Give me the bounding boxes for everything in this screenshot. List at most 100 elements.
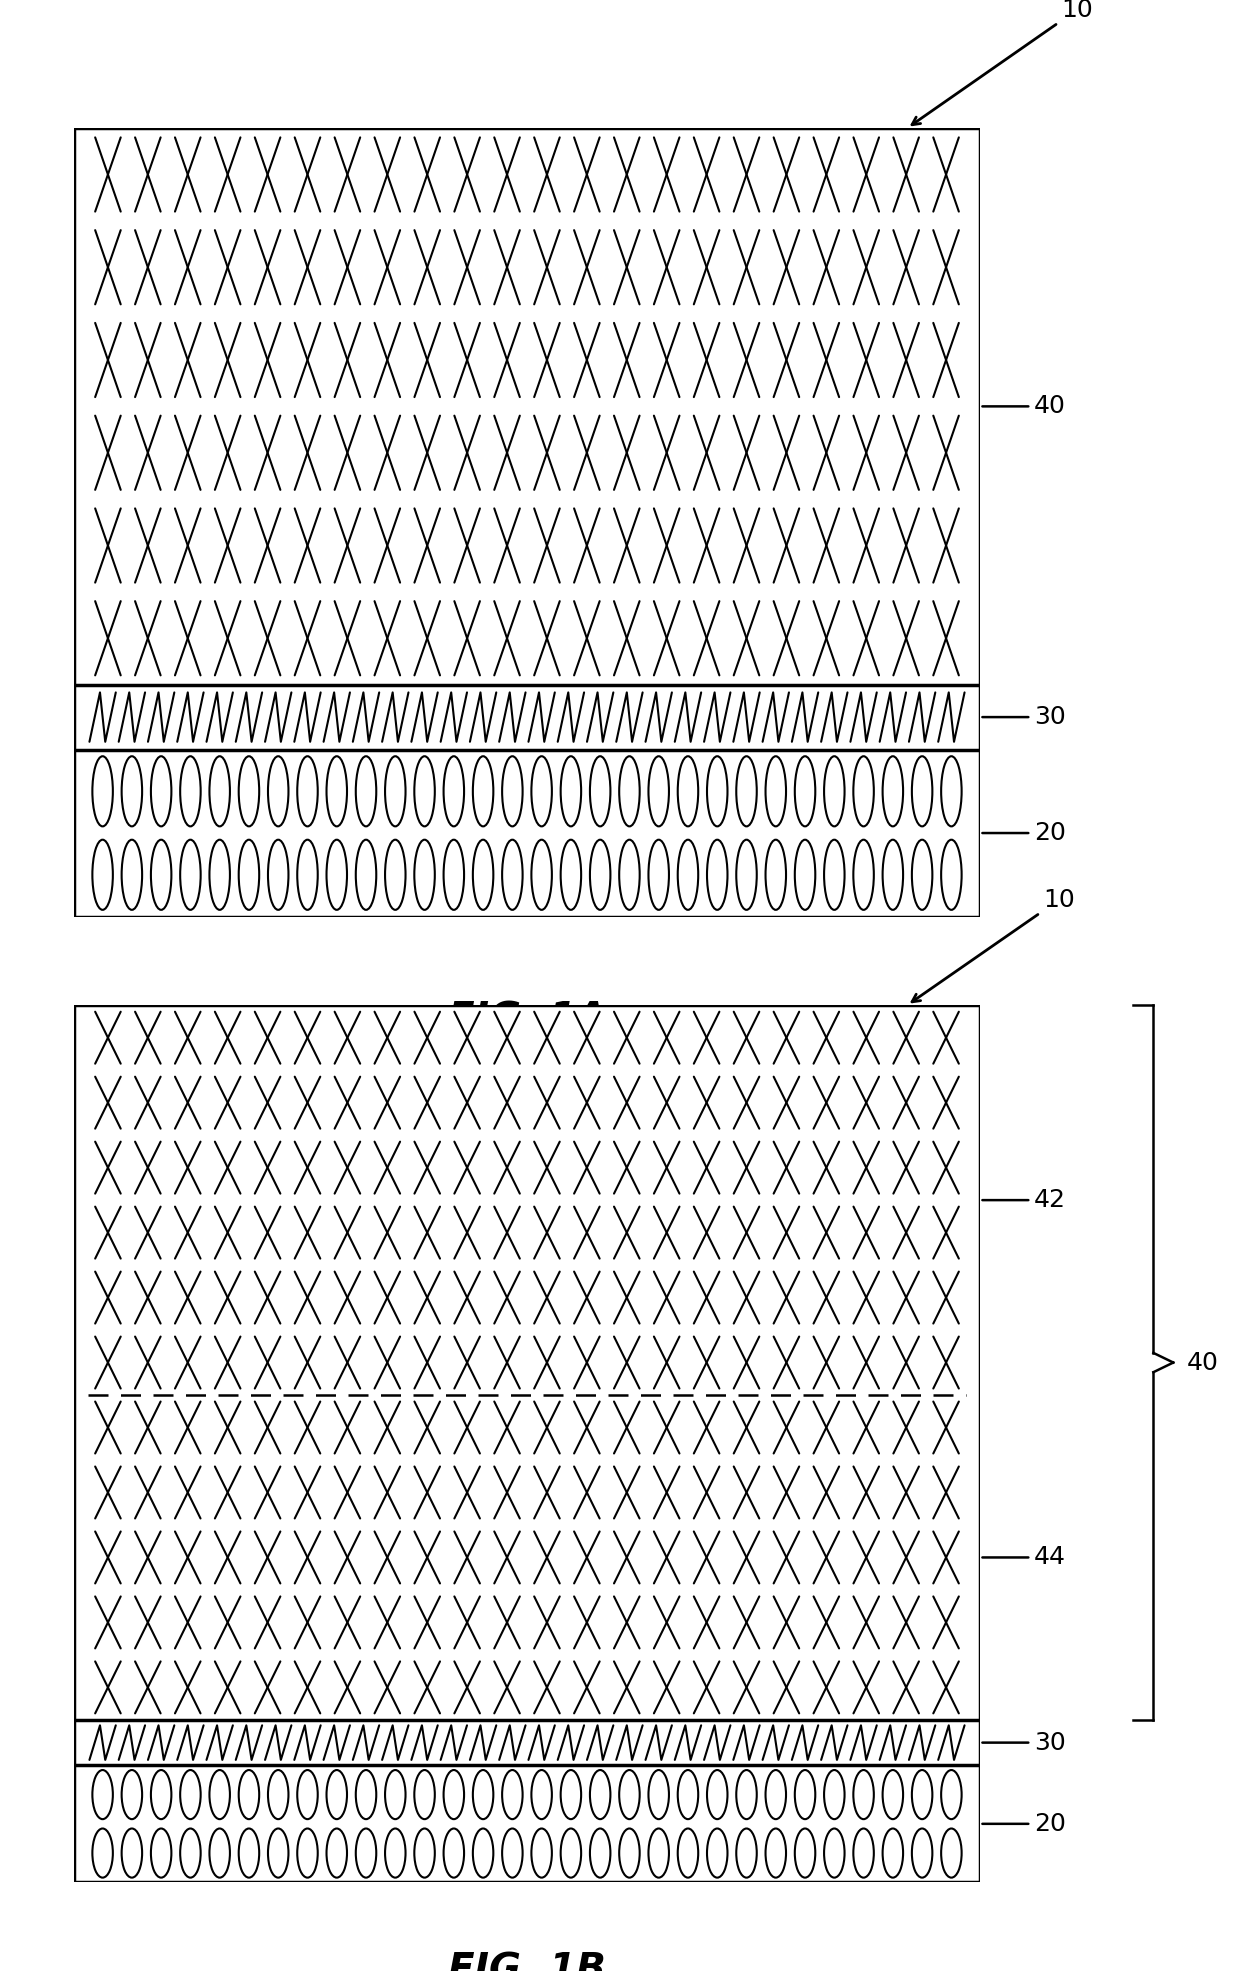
Ellipse shape [532, 1770, 552, 1819]
Ellipse shape [853, 840, 874, 911]
Ellipse shape [180, 840, 201, 911]
Ellipse shape [678, 1829, 698, 1878]
Ellipse shape [414, 840, 435, 911]
Ellipse shape [210, 1770, 229, 1819]
Ellipse shape [911, 1829, 932, 1878]
Ellipse shape [911, 840, 932, 911]
Ellipse shape [619, 757, 640, 826]
Ellipse shape [386, 757, 405, 826]
Ellipse shape [502, 1829, 522, 1878]
Ellipse shape [298, 1770, 317, 1819]
Text: 20: 20 [982, 1811, 1066, 1835]
Ellipse shape [590, 1770, 610, 1819]
Ellipse shape [560, 1770, 582, 1819]
Ellipse shape [180, 1829, 201, 1878]
Ellipse shape [765, 840, 786, 911]
Ellipse shape [853, 1829, 874, 1878]
Ellipse shape [737, 757, 756, 826]
Ellipse shape [678, 757, 698, 826]
Ellipse shape [92, 757, 113, 826]
Ellipse shape [122, 1829, 143, 1878]
Ellipse shape [707, 1829, 728, 1878]
Text: 10: 10 [911, 0, 1092, 124]
Ellipse shape [180, 757, 201, 826]
Text: FIG. 1B: FIG. 1B [448, 1951, 606, 1971]
Ellipse shape [444, 1770, 464, 1819]
Ellipse shape [737, 840, 756, 911]
Ellipse shape [532, 840, 552, 911]
Ellipse shape [239, 1829, 259, 1878]
Ellipse shape [356, 1829, 376, 1878]
Ellipse shape [795, 1829, 815, 1878]
Ellipse shape [414, 1829, 435, 1878]
Ellipse shape [472, 1770, 494, 1819]
Ellipse shape [941, 1770, 962, 1819]
Ellipse shape [649, 840, 668, 911]
Ellipse shape [268, 757, 289, 826]
Ellipse shape [472, 840, 494, 911]
Ellipse shape [122, 757, 143, 826]
Ellipse shape [239, 840, 259, 911]
Ellipse shape [444, 840, 464, 911]
Ellipse shape [268, 1770, 289, 1819]
Ellipse shape [707, 757, 728, 826]
Ellipse shape [298, 840, 317, 911]
Ellipse shape [414, 1770, 435, 1819]
Ellipse shape [911, 757, 932, 826]
Ellipse shape [590, 840, 610, 911]
Text: FIG. 1A: FIG. 1A [448, 999, 606, 1039]
Ellipse shape [92, 1770, 113, 1819]
Text: 40: 40 [1187, 1350, 1219, 1374]
Ellipse shape [326, 757, 347, 826]
Ellipse shape [502, 840, 522, 911]
Ellipse shape [92, 1829, 113, 1878]
Ellipse shape [210, 757, 229, 826]
Ellipse shape [765, 757, 786, 826]
Ellipse shape [151, 1829, 171, 1878]
Ellipse shape [151, 1770, 171, 1819]
Ellipse shape [472, 757, 494, 826]
Ellipse shape [210, 1829, 229, 1878]
Text: 44: 44 [982, 1545, 1066, 1569]
Ellipse shape [92, 840, 113, 911]
Text: 30: 30 [982, 1731, 1065, 1754]
Ellipse shape [414, 757, 435, 826]
Ellipse shape [298, 757, 317, 826]
Ellipse shape [239, 757, 259, 826]
Ellipse shape [386, 840, 405, 911]
Ellipse shape [326, 840, 347, 911]
Ellipse shape [560, 1829, 582, 1878]
Ellipse shape [941, 757, 962, 826]
Ellipse shape [883, 1770, 903, 1819]
Ellipse shape [444, 757, 464, 826]
Ellipse shape [502, 757, 522, 826]
Ellipse shape [472, 1829, 494, 1878]
Text: 42: 42 [982, 1189, 1066, 1212]
Ellipse shape [678, 840, 698, 911]
Ellipse shape [883, 1829, 903, 1878]
Ellipse shape [795, 1770, 815, 1819]
Ellipse shape [326, 1829, 347, 1878]
Ellipse shape [941, 840, 962, 911]
Ellipse shape [707, 1770, 728, 1819]
Ellipse shape [883, 840, 903, 911]
Text: 10: 10 [913, 889, 1075, 1001]
Ellipse shape [737, 1770, 756, 1819]
Ellipse shape [737, 1829, 756, 1878]
Ellipse shape [649, 1829, 668, 1878]
Ellipse shape [619, 1829, 640, 1878]
Ellipse shape [795, 757, 815, 826]
Ellipse shape [765, 1770, 786, 1819]
Ellipse shape [678, 1770, 698, 1819]
Ellipse shape [765, 1829, 786, 1878]
Ellipse shape [707, 840, 728, 911]
Ellipse shape [268, 1829, 289, 1878]
Ellipse shape [883, 757, 903, 826]
Ellipse shape [151, 757, 171, 826]
Ellipse shape [649, 757, 668, 826]
Ellipse shape [560, 840, 582, 911]
Ellipse shape [853, 1770, 874, 1819]
Ellipse shape [356, 757, 376, 826]
Ellipse shape [444, 1829, 464, 1878]
Ellipse shape [941, 1829, 962, 1878]
